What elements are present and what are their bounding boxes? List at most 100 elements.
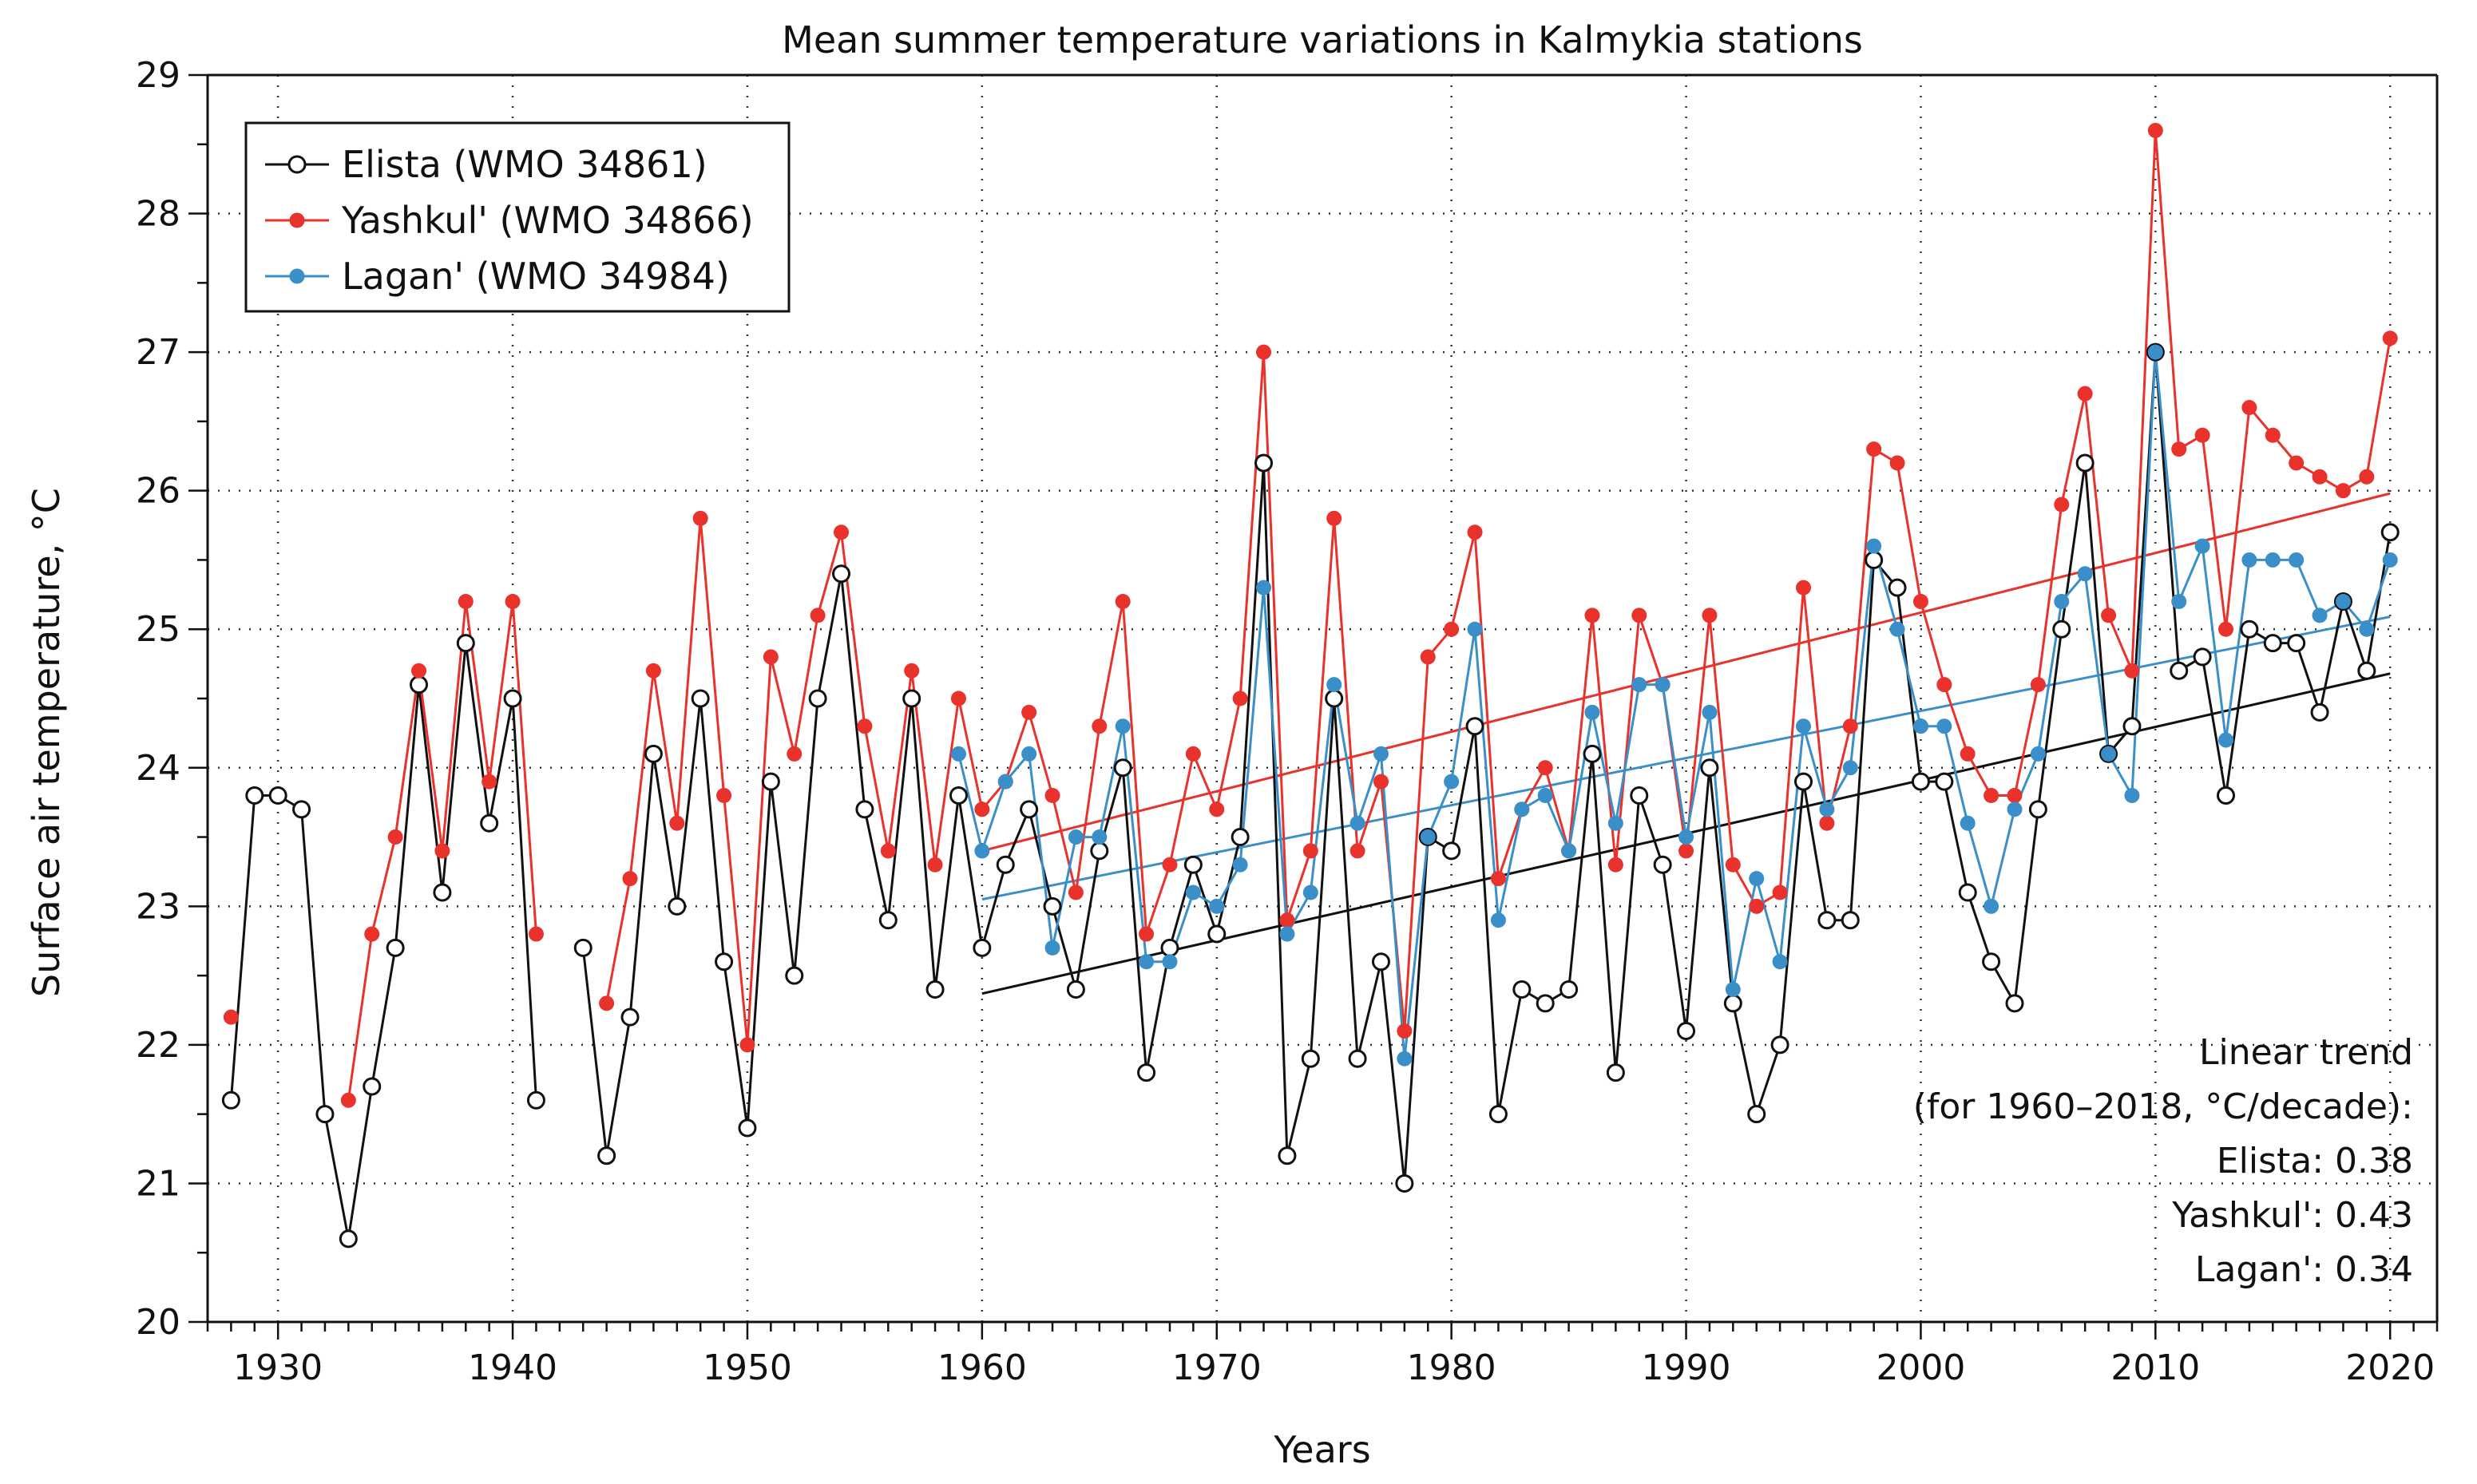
data-point-series-3 (1537, 787, 1553, 803)
data-point-series-1 (1677, 1022, 1696, 1041)
data-point-series-1 (1395, 1173, 1414, 1193)
data-point-series-2 (2054, 497, 2070, 512)
legend-swatch-marker (289, 212, 305, 228)
data-point-series-2 (1021, 704, 1037, 720)
x-tick-label: 1950 (703, 1347, 792, 1388)
data-point-series-3 (1795, 718, 1811, 734)
data-point-series-3 (1162, 954, 1178, 970)
data-point-series-1 (1911, 772, 1930, 791)
y-tick-label: 28 (136, 194, 180, 235)
trend-line-series-2 (981, 492, 2391, 853)
data-point-series-2 (1772, 884, 1788, 900)
data-point-series-1 (644, 744, 663, 763)
data-point-series-3 (2101, 746, 2117, 762)
data-point-series-1 (339, 1229, 358, 1249)
data-point-series-3 (2171, 594, 2187, 610)
data-point-series-1 (620, 1007, 640, 1027)
y-tick-label: 25 (136, 609, 180, 650)
data-point-series-3 (1232, 857, 1248, 873)
data-point-series-1 (2380, 523, 2400, 542)
data-point-series-2 (2101, 607, 2117, 623)
data-point-series-1 (902, 689, 921, 708)
data-point-series-2 (2217, 621, 2233, 637)
data-point-series-3 (1021, 746, 1037, 762)
data-point-series-2 (1279, 912, 1295, 928)
data-point-series-3 (1185, 884, 1201, 900)
data-point-series-1 (855, 800, 874, 819)
data-point-series-2 (1749, 898, 1765, 914)
trend-line-series-3 (981, 615, 2391, 901)
data-point-series-1 (2216, 786, 2235, 805)
data-point-series-3 (2007, 801, 2023, 817)
data-point-series-1 (1020, 800, 1039, 819)
data-point-series-2 (1209, 801, 1225, 817)
data-point-series-1 (925, 979, 945, 999)
data-point-series-2 (880, 843, 896, 859)
data-point-series-2 (1725, 857, 1741, 873)
data-point-series-3 (1655, 677, 1670, 693)
y-tick-label: 21 (136, 1163, 180, 1204)
data-point-series-2 (692, 510, 708, 526)
data-point-series-1 (1817, 911, 1837, 930)
data-point-series-3 (2312, 607, 2328, 623)
y-axis-title: Surface air temperature, °C (25, 488, 68, 997)
data-point-series-3 (1467, 621, 1483, 637)
y-tick-label: 24 (136, 748, 180, 789)
data-point-series-3 (2124, 787, 2140, 803)
data-point-series-1 (1583, 744, 1602, 763)
data-point-series-2 (2312, 469, 2328, 485)
data-point-series-2 (340, 1092, 356, 1108)
data-point-series-2 (974, 801, 990, 817)
data-point-series-1 (668, 896, 687, 916)
data-point-series-1 (2357, 661, 2376, 680)
data-point-series-3 (1514, 801, 1530, 817)
data-point-series-1 (1207, 924, 1227, 944)
data-point-series-2 (1444, 621, 1460, 637)
data-point-series-3 (1044, 940, 1060, 956)
data-point-series-2 (1490, 871, 1506, 887)
y-tick-label: 29 (136, 55, 180, 96)
data-point-series-1 (1770, 1035, 1789, 1055)
data-point-series-2 (1302, 843, 1318, 859)
data-point-series-2 (1631, 607, 1647, 623)
legend-swatch-marker (287, 155, 307, 174)
data-point-series-3 (1984, 898, 1999, 914)
data-point-series-3 (2147, 344, 2163, 360)
data-point-series-1 (1325, 689, 1344, 708)
data-point-series-1 (2310, 702, 2329, 722)
data-point-series-3 (1209, 898, 1225, 914)
data-point-series-2 (1068, 884, 1084, 900)
data-point-series-2 (716, 787, 732, 803)
legend-label: Elista (WMO 34861) (342, 143, 707, 186)
data-point-series-3 (1631, 677, 1647, 693)
data-point-series-2 (669, 815, 685, 831)
data-point-series-2 (2335, 483, 2351, 499)
data-point-series-3 (1256, 580, 1272, 596)
data-point-series-3 (1912, 718, 1928, 734)
data-point-series-1 (221, 1090, 240, 1110)
data-point-series-2 (2171, 441, 2187, 457)
y-tick-label: 26 (136, 471, 180, 512)
chart-title: Mean summer temperature variations in Ka… (782, 18, 1863, 61)
data-point-series-1 (715, 952, 734, 972)
data-point-series-3 (1092, 829, 1108, 845)
data-point-series-1 (526, 1090, 545, 1110)
x-tick-label: 2000 (1876, 1347, 1965, 1388)
data-point-series-2 (1866, 441, 1882, 457)
data-point-series-2 (2359, 469, 2375, 485)
data-point-series-1 (1793, 772, 1813, 791)
data-point-series-2 (739, 1037, 755, 1053)
data-point-series-1 (785, 966, 804, 985)
x-tick-label: 2010 (2110, 1347, 2200, 1388)
data-point-series-1 (2170, 661, 2189, 680)
legend-label: Lagan' (WMO 34984) (342, 255, 730, 298)
data-point-series-2 (2194, 427, 2210, 443)
data-point-series-3 (1866, 538, 1882, 554)
data-point-series-2 (434, 843, 450, 859)
data-point-series-3 (1115, 718, 1131, 734)
data-point-series-2 (2007, 787, 2023, 803)
data-point-series-2 (904, 663, 920, 679)
data-point-series-1 (1747, 1105, 1766, 1124)
data-point-series-3 (1068, 829, 1084, 845)
